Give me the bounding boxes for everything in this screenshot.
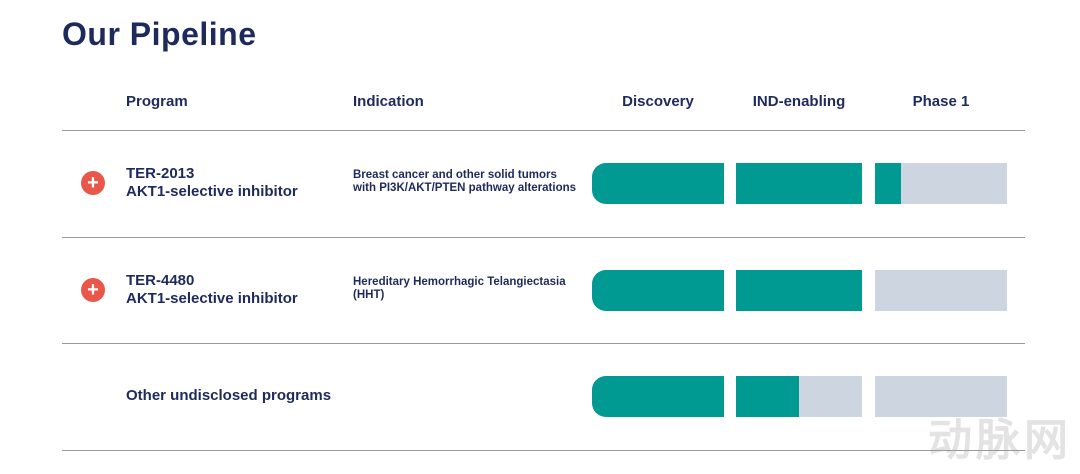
- divider: [62, 449, 1025, 451]
- program-name: TER-4480: [126, 271, 195, 289]
- divider: [62, 130, 1025, 131]
- stage-track: [736, 269, 862, 311]
- progress-bar: [736, 163, 862, 204]
- plus-icon: +: [81, 277, 105, 302]
- progress-bar: [875, 163, 902, 204]
- program-name: TER-2013: [126, 165, 195, 182]
- stage-header: Discovery: [622, 93, 694, 110]
- stage-header: IND-enabling: [752, 93, 846, 110]
- indication: Hereditary Hemorrhagic Telangiectasia (H…: [353, 275, 566, 301]
- stage-track: [592, 376, 724, 417]
- progress-bar: [592, 269, 724, 311]
- program-subtitle: AKT1-selective inhibitor: [126, 183, 298, 200]
- divider: [62, 236, 1025, 238]
- indication: Breast cancer and other solid tumors wit…: [353, 169, 577, 194]
- stage-track: [875, 163, 1007, 204]
- progress-bar: [736, 376, 799, 417]
- watermark: 动脉网: [928, 416, 1072, 465]
- divider: [62, 343, 1025, 344]
- stage-track: [736, 163, 862, 204]
- title: Our Pipeline: [62, 16, 257, 52]
- stage-track: [875, 269, 1007, 311]
- stage-header: Phase 1: [912, 93, 970, 110]
- column-header: Indication: [353, 93, 424, 110]
- progress-bar: [592, 163, 724, 204]
- progress-bar: [592, 376, 724, 417]
- column-header: Program: [126, 93, 188, 110]
- program-subtitle: AKT1-selective inhibitor: [126, 289, 298, 307]
- stage-track: [875, 376, 1007, 417]
- plus-icon: +: [81, 171, 105, 195]
- progress-bar: [736, 269, 862, 311]
- stage-track: [592, 269, 724, 311]
- stage-track: [592, 163, 724, 204]
- stage-track: [736, 376, 862, 417]
- program-name: Other undisclosed programs: [126, 387, 332, 404]
